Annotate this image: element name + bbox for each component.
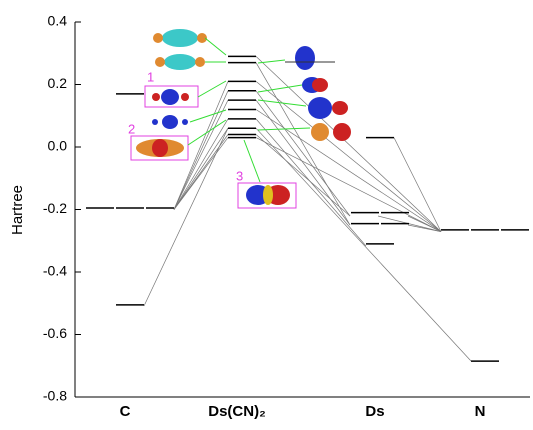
x-tick-label: C — [120, 403, 131, 420]
y-tick-label: -0.4 — [43, 263, 67, 279]
page: Hartree -0.8 -0.6 -0.4 -0.2 0.0 0.2 0.4 C Ds(CN)… — [0, 0, 533, 430]
orbital-label: 1 — [147, 69, 154, 84]
y-tick-label: 0.0 — [48, 138, 68, 154]
orbital-label: 3 — [236, 168, 243, 183]
x-tick-label: Ds — [365, 403, 384, 420]
correlation-lines — [144, 56, 471, 361]
x-tick-label: Ds(CN)₂ — [208, 403, 266, 420]
orbital-label: 2 — [128, 121, 135, 136]
y-tick-label: 0.2 — [48, 75, 68, 91]
y-tick-label: -0.8 — [43, 388, 67, 404]
x-tick-label: N — [475, 403, 486, 420]
chart: Hartree -0.8 -0.6 -0.4 -0.2 0.0 0.2 0.4 C Ds(CN)… — [0, 0, 533, 425]
y-tick-label: 0.4 — [48, 13, 68, 29]
y-axis-label: Hartree — [9, 185, 26, 235]
y-tick-label: -0.2 — [43, 200, 67, 216]
y-tick-label: -0.6 — [43, 325, 67, 341]
